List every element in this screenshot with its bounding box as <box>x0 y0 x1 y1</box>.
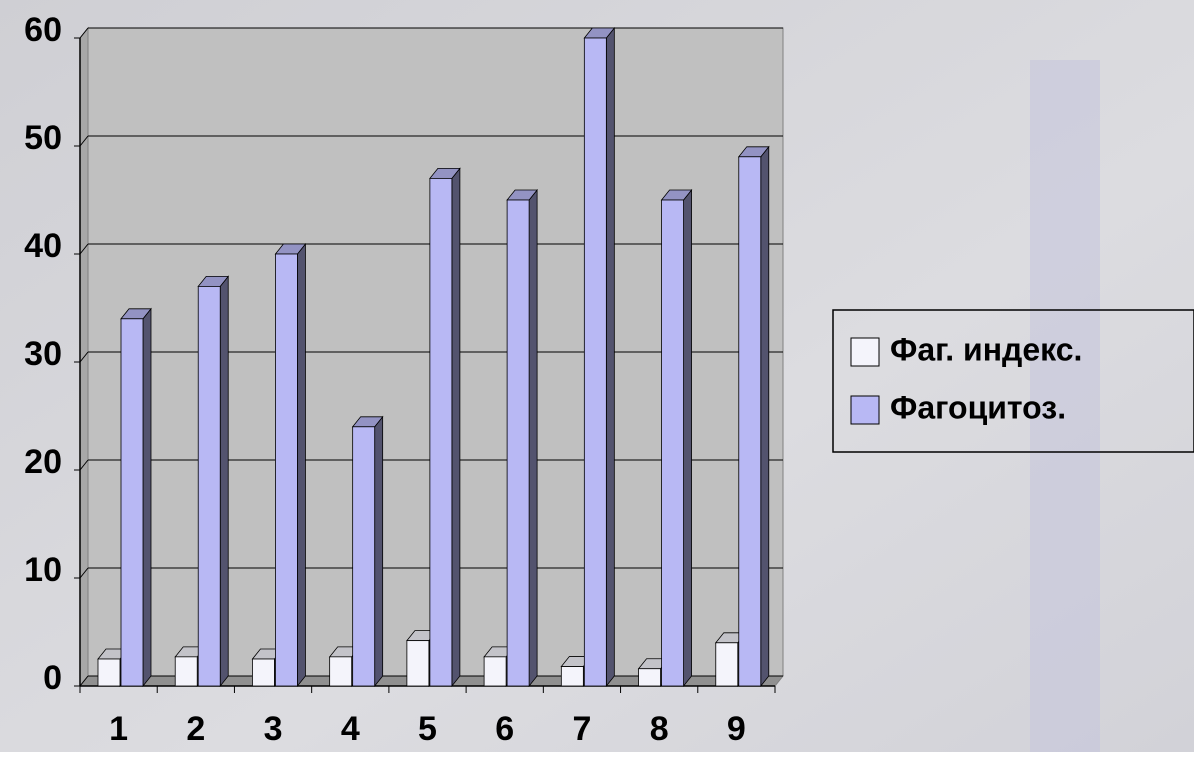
x-tick-label: 4 <box>341 710 360 748</box>
y-tick-label: 0 <box>43 659 62 697</box>
grid-line-side <box>79 135 89 147</box>
legend-swatch <box>850 337 880 367</box>
bar <box>715 642 739 687</box>
bar <box>252 658 275 687</box>
x-tick-label: 5 <box>418 710 437 748</box>
bar <box>120 318 144 687</box>
bar-side <box>297 242 306 688</box>
legend-label: Фагоцитоз. <box>890 389 1066 425</box>
decor-pole <box>1030 60 1100 752</box>
x-tick-label: 9 <box>727 710 746 748</box>
bar-side <box>760 145 770 688</box>
bar-side <box>374 415 384 688</box>
x-tick-label: 8 <box>650 710 669 748</box>
bar <box>329 656 353 687</box>
x-tick-label: 3 <box>264 710 283 748</box>
bar <box>429 177 453 687</box>
y-tick-label: 40 <box>24 227 62 265</box>
x-tick-label: 1 <box>109 710 128 748</box>
x-tick-label: 6 <box>495 710 514 748</box>
bar <box>352 426 376 687</box>
grid-line-side <box>79 243 89 255</box>
y-tick-label: 50 <box>24 119 62 157</box>
grid-line-side <box>79 567 89 579</box>
bar-side <box>528 188 538 688</box>
bar <box>738 156 762 687</box>
bar-side <box>219 275 229 688</box>
bar <box>275 253 298 687</box>
grid-line-side <box>79 459 89 471</box>
legend-label: Фаг. индекс. <box>890 331 1082 367</box>
grid-line-side <box>79 351 89 363</box>
bar <box>638 668 661 687</box>
bar <box>197 285 221 687</box>
bar <box>506 199 530 687</box>
y-tick-label: 20 <box>24 443 62 481</box>
legend-box <box>832 309 1194 453</box>
x-tick-label: 2 <box>186 710 205 748</box>
y-tick-label: 10 <box>24 551 62 589</box>
x-tick-label: 7 <box>572 710 591 748</box>
bar-side <box>683 188 692 688</box>
bar <box>174 656 198 687</box>
grid-line-side <box>79 675 89 687</box>
bar <box>483 656 507 687</box>
bar <box>583 37 607 687</box>
bar <box>406 640 430 687</box>
bar <box>560 666 584 687</box>
bar-side <box>605 26 615 688</box>
bar-side <box>451 167 461 688</box>
y-tick-label: 60 <box>24 11 62 49</box>
grid-line-side <box>79 27 89 39</box>
bar <box>97 658 121 687</box>
y-tick-label: 30 <box>24 335 62 373</box>
bar-side <box>142 307 152 688</box>
bar <box>661 199 684 687</box>
legend-swatch <box>850 395 880 425</box>
